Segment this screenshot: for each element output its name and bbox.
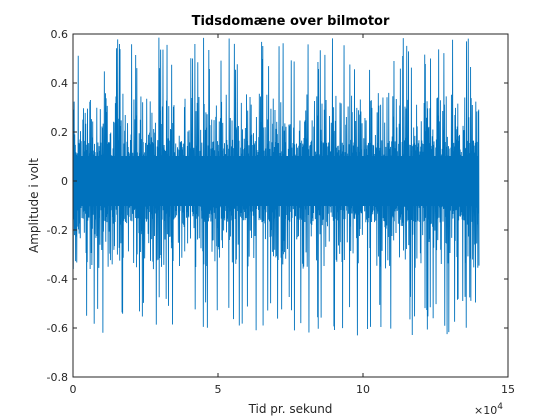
x-axis-label: Tid pr. sekund xyxy=(248,402,333,416)
y-tick-label: 0.4 xyxy=(51,77,69,90)
x-axis-exponent: ×104 xyxy=(474,402,503,417)
x-tick-label: 0 xyxy=(70,383,77,396)
signal-dense-band xyxy=(73,156,479,206)
y-tick-label: -0.8 xyxy=(47,371,68,384)
y-axis-label: Amplitude i volt xyxy=(27,158,41,253)
y-tick-label: 0.6 xyxy=(51,28,69,41)
y-tick-label: 0.2 xyxy=(51,126,69,139)
chart-title: Tidsdomæne over bilmotor xyxy=(192,14,390,29)
axes-box xyxy=(72,33,509,378)
y-tick-label: -0.2 xyxy=(47,224,68,237)
x-tick-label: 15 xyxy=(501,383,515,396)
signal-layer xyxy=(72,37,480,336)
x-axis-exponent-base: ×10 xyxy=(474,404,497,417)
x-tick-label: 5 xyxy=(215,383,222,396)
y-tick-label: -0.6 xyxy=(47,322,68,335)
x-tick-label: 10 xyxy=(356,383,370,396)
ticks-layer: 0 5 10 15 -0.8 -0.6 -0.4 -0.2 0 0.2 0.4 0.6 xyxy=(47,28,515,396)
y-tick-label: -0.4 xyxy=(47,273,68,286)
x-axis-exponent-power: 4 xyxy=(497,402,503,412)
y-tick-label: 0 xyxy=(61,175,68,188)
